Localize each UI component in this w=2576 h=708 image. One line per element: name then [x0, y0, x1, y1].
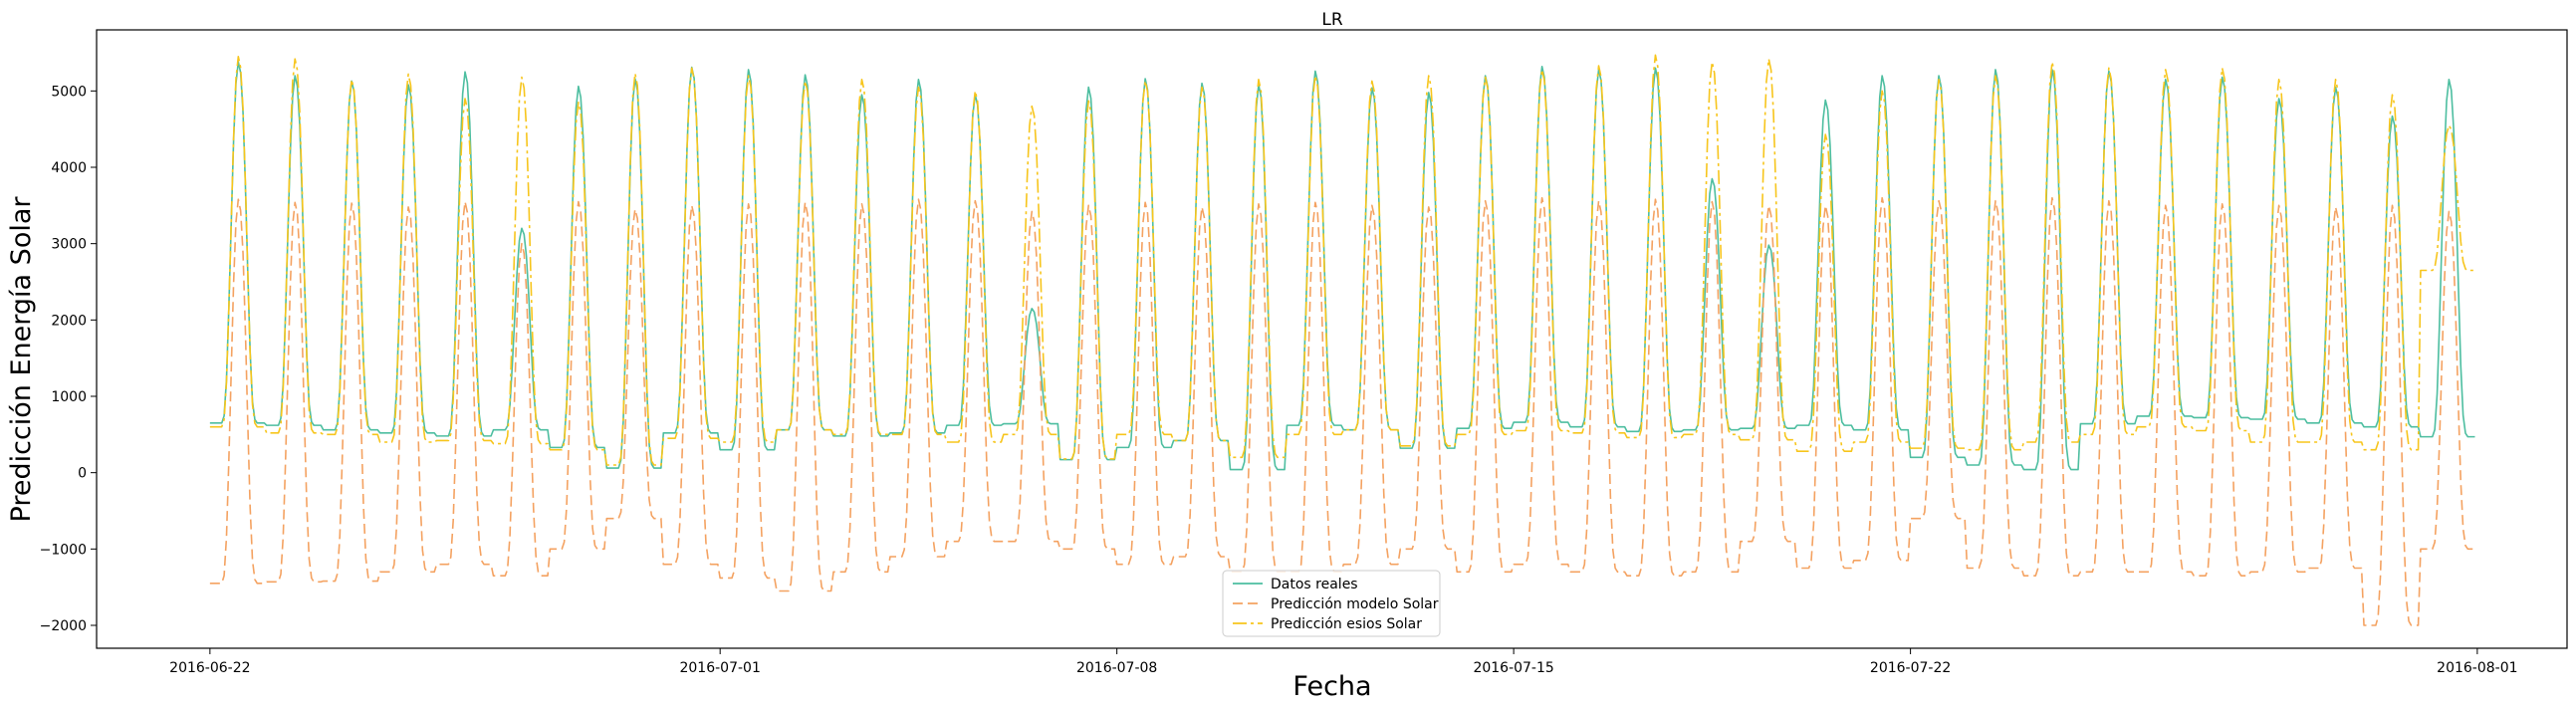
legend: Datos reales Predicción modelo Solar Pre…	[1222, 570, 1441, 637]
x-tick-label: 2016-06-22	[169, 660, 250, 676]
x-tick-label: 2016-07-15	[1473, 660, 1553, 676]
x-tick-label: 2016-07-08	[1076, 660, 1157, 676]
x-tick-label: 2016-08-01	[2437, 660, 2517, 676]
legend-label-prediccion-modelo: Predicción modelo Solar	[1271, 596, 1439, 612]
y-tick-label: 1000	[51, 389, 87, 405]
x-axis-title: Fecha	[1292, 671, 1371, 702]
legend-box	[1222, 570, 1441, 637]
axis-ticks: −2000 −1000 0 1000 2000 3000 4000 5000 2016-06-2…	[40, 84, 2518, 676]
y-tick-label: −2000	[40, 618, 87, 634]
x-tick-label: 2016-07-01	[679, 660, 760, 676]
y-tick-label: 2000	[51, 313, 87, 329]
y-tick-label: 4000	[51, 160, 87, 176]
legend-label-datos-reales: Datos reales	[1271, 577, 1358, 592]
series-line-2	[209, 196, 2475, 626]
y-axis-title: Predicción Energía Solar	[6, 196, 37, 523]
plot-area-frame	[96, 29, 2568, 649]
x-tick-label: 2016-07-22	[1870, 660, 1951, 676]
y-tick-label: 3000	[51, 237, 87, 253]
y-tick-label: −1000	[40, 542, 87, 558]
series-line-3	[209, 54, 2475, 466]
y-tick-label: 5000	[51, 84, 87, 100]
series-lines	[209, 54, 2475, 626]
legend-label-prediccion-esios: Predicción esios Solar	[1271, 616, 1422, 632]
chart-title: LR	[1321, 10, 1342, 30]
y-tick-label: 0	[78, 466, 87, 482]
